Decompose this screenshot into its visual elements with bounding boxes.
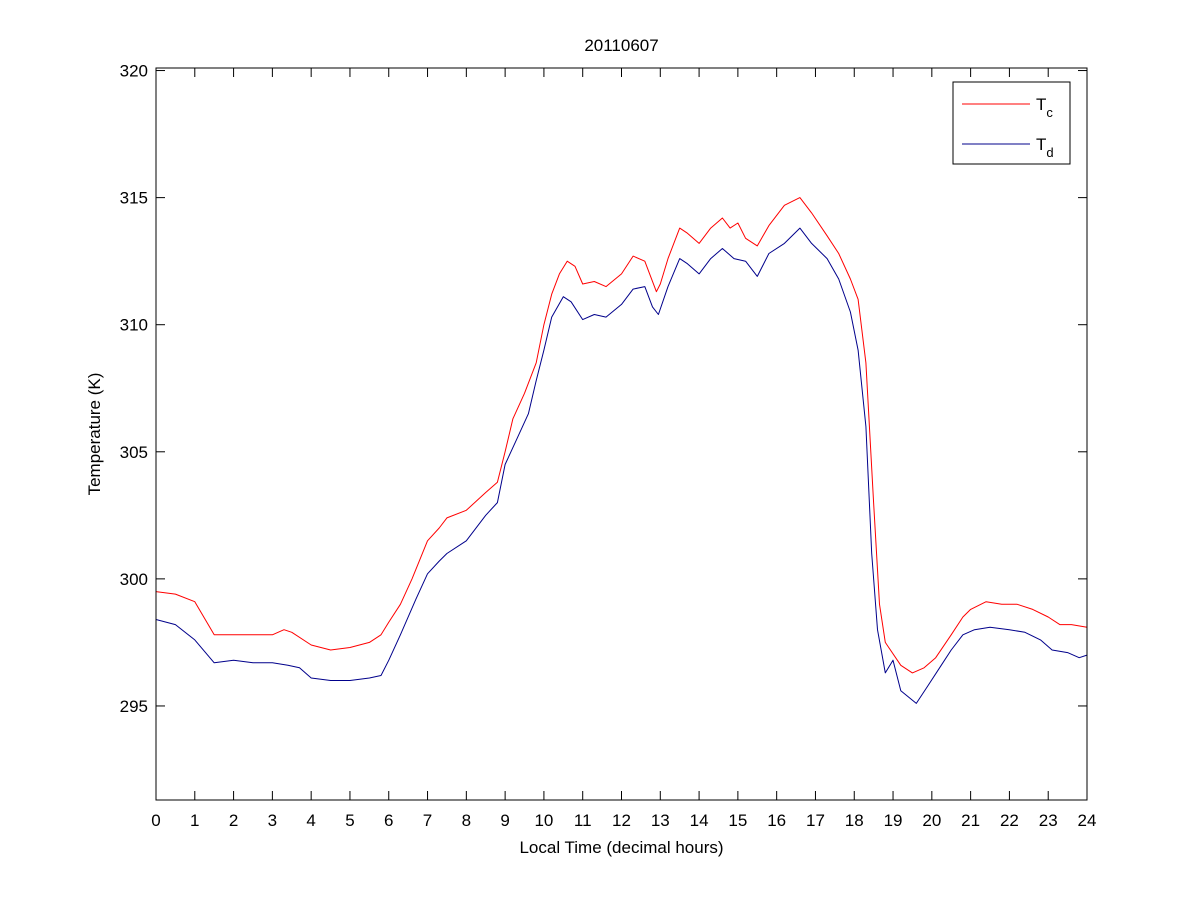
x-tick-label: 8 <box>462 811 471 830</box>
y-tick-label: 295 <box>120 697 148 716</box>
x-tick-label: 1 <box>190 811 199 830</box>
x-tick-label: 23 <box>1039 811 1058 830</box>
x-tick-label: 9 <box>500 811 509 830</box>
x-axis-label: Local Time (decimal hours) <box>519 838 723 857</box>
legend-label-td: Td <box>1036 135 1054 160</box>
x-tick-label: 16 <box>767 811 786 830</box>
x-tick-label: 0 <box>151 811 160 830</box>
x-tick-label: 11 <box>574 811 592 830</box>
x-tick-label: 12 <box>612 811 631 830</box>
chart-title: 20110607 <box>584 36 658 55</box>
x-tick-label: 10 <box>534 811 553 830</box>
x-tick-label: 2 <box>229 811 238 830</box>
x-tick-label: 5 <box>345 811 354 830</box>
x-tick-label: 13 <box>651 811 670 830</box>
series-line-td <box>155 227 1088 704</box>
x-tick-label: 4 <box>306 811 315 830</box>
tick-layer: 0 1 2 3 4 5 6 7 8 9 10 11 12 13 14 15 16 17 18 19 20 21 22 23 24… <box>120 62 1097 830</box>
y-tick-label: 315 <box>120 189 148 208</box>
y-tick-label: 305 <box>120 443 148 462</box>
x-tick-label: 19 <box>884 811 903 830</box>
x-tick-label: 21 <box>961 811 980 830</box>
y-tick-label: 310 <box>120 316 148 335</box>
y-tick-label: 320 <box>120 62 148 81</box>
x-tick-label: 18 <box>845 811 864 830</box>
series-line-tc <box>155 197 1088 674</box>
x-tick-label: 20 <box>922 811 941 830</box>
x-tick-label: 7 <box>423 811 432 830</box>
y-tick-label: 300 <box>120 570 148 589</box>
x-tick-label: 24 <box>1078 811 1097 830</box>
legend-label-tc: Tc <box>1036 95 1053 120</box>
x-tick-label: 17 <box>806 811 825 830</box>
legend-box <box>952 81 1071 165</box>
legend: Tc Td <box>952 81 1071 165</box>
axes-frame <box>155 67 1088 801</box>
x-tick-label: 3 <box>268 811 277 830</box>
x-tick-label: 14 <box>690 811 709 830</box>
x-tick-label: 6 <box>384 811 393 830</box>
x-tick-label: 15 <box>728 811 747 830</box>
series-layer <box>155 197 1088 704</box>
y-axis-label: Temperature (K) <box>85 373 104 496</box>
x-tick-label: 22 <box>1000 811 1019 830</box>
plot-area <box>156 68 1087 800</box>
